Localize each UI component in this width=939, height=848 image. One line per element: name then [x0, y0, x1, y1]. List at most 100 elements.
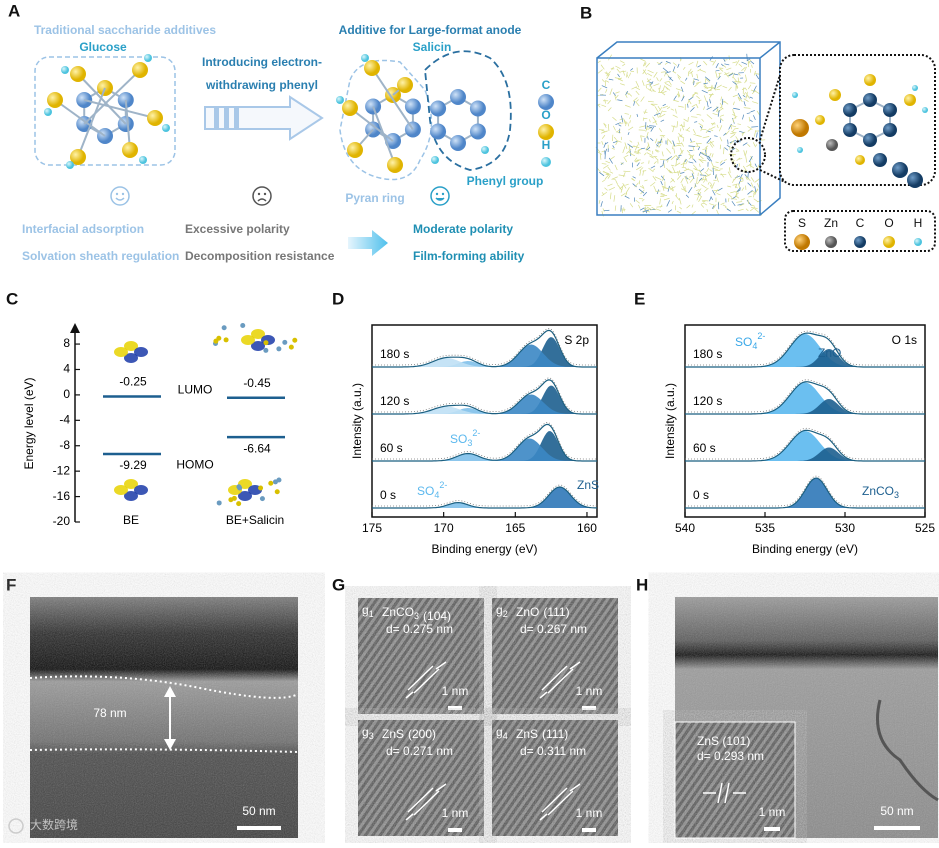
solvent [628, 127, 633, 130]
solvent [636, 91, 639, 95]
solvent [606, 161, 610, 163]
solvent [669, 81, 672, 85]
atom [61, 66, 69, 74]
solvent [601, 65, 604, 70]
solvent [681, 124, 683, 130]
solvent [716, 63, 719, 68]
solvent [712, 153, 713, 157]
solvent [673, 63, 677, 66]
scale-label: 1 nm [759, 805, 786, 819]
solvent [688, 146, 694, 147]
atom [430, 101, 446, 117]
solvent [738, 184, 739, 189]
solvent [748, 85, 751, 89]
solvent [641, 148, 645, 149]
solvent [750, 97, 753, 98]
solvent [751, 90, 754, 91]
solvent [661, 72, 666, 73]
mouth [436, 198, 444, 200]
solvent [614, 137, 616, 140]
tag-letter: g [362, 725, 369, 739]
solvent [631, 154, 635, 156]
x-tick-label: 165 [505, 521, 525, 535]
solvent [681, 87, 683, 92]
atom-small [275, 489, 280, 494]
solvent [602, 135, 605, 139]
solvent [744, 150, 745, 156]
property: Film-forming ability [413, 249, 525, 263]
solvent [733, 108, 740, 109]
solvent [703, 107, 704, 110]
atom-small [213, 339, 218, 344]
solvent [664, 81, 668, 82]
atom [794, 234, 810, 250]
property: Decomposition resistance [185, 249, 335, 263]
solvent [744, 108, 751, 109]
legend-label: O [884, 216, 893, 230]
solvent [675, 163, 680, 166]
eye [436, 193, 438, 195]
x-tick-label: 175 [362, 521, 382, 535]
phase-label: ZnS (101) [697, 734, 750, 748]
solvent [681, 178, 684, 183]
solvent [686, 195, 689, 198]
value-label: -9.29 [119, 458, 147, 472]
solvent [757, 111, 760, 115]
solvent [694, 79, 699, 81]
species-sup: 2- [439, 480, 447, 490]
solvent [690, 139, 691, 142]
solvent [745, 150, 747, 155]
value-label: -0.45 [243, 376, 271, 390]
d-spacing: d= 0.293 nm [697, 749, 764, 763]
legend-label: H [914, 216, 923, 230]
solvent [647, 126, 652, 128]
species-sup: 2- [757, 331, 765, 341]
arrow-stripe [234, 107, 239, 129]
solvent [668, 76, 673, 81]
solvent [721, 203, 725, 205]
species-sub: 4 [434, 490, 439, 500]
panel-label: D [332, 289, 344, 308]
solvent [754, 130, 755, 136]
solvent [697, 114, 702, 115]
atom [883, 123, 897, 137]
solvent [693, 159, 696, 163]
solvent [653, 169, 655, 171]
tag-index: 3 [369, 731, 374, 741]
solvent [755, 186, 756, 192]
solvent [656, 209, 661, 211]
tag-letter: g [496, 725, 503, 739]
solvent [679, 198, 681, 204]
solvent [687, 150, 690, 153]
solvent [748, 200, 749, 204]
x-tick-label: 540 [675, 521, 695, 535]
legend-label: Zn [824, 216, 838, 230]
arrow-stripe [224, 107, 229, 129]
solvent [673, 66, 675, 71]
solvent [601, 130, 604, 131]
solvent [641, 97, 645, 102]
species-text: SO [417, 484, 434, 498]
label: Salicin [413, 40, 452, 54]
solvent [750, 83, 755, 84]
solvent [733, 184, 737, 185]
solvent [610, 193, 611, 200]
panel-label: H [636, 575, 648, 594]
solvent [621, 193, 625, 196]
solvent [625, 105, 631, 107]
spectrum-label: 60 s [380, 441, 403, 455]
solvent [620, 61, 624, 63]
tag-letter: g [362, 603, 369, 617]
solvent [667, 107, 670, 109]
solvent [728, 172, 731, 178]
solvent [747, 200, 751, 205]
solvent [689, 97, 693, 100]
panel-label: A [8, 1, 20, 20]
plane: (200) [408, 727, 436, 741]
solvent [678, 64, 680, 68]
solvent [636, 81, 639, 87]
solvent [719, 125, 722, 131]
solvent [720, 103, 722, 106]
solvent [743, 95, 746, 97]
